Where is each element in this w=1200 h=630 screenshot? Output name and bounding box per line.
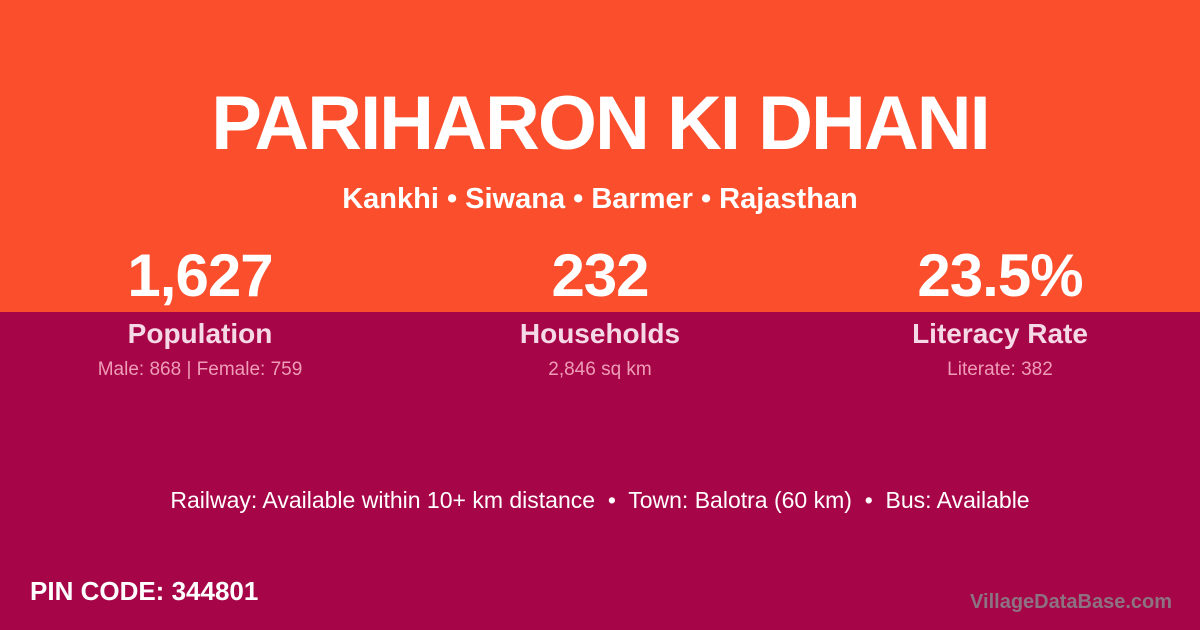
households-detail: 2,846 sq km — [548, 359, 652, 380]
literacy-detail: Literate: 382 — [947, 359, 1053, 380]
stat-literacy: 23.5% Literacy Rate Literate: 382 — [800, 246, 1200, 381]
literacy-label: Literacy Rate — [912, 318, 1088, 349]
location-breadcrumb: Kankhi • Siwana • Barmer • Rajasthan — [342, 183, 858, 215]
pin-code: PIN CODE: 344801 — [30, 576, 259, 606]
population-detail: Male: 868 | Female: 759 — [97, 359, 303, 380]
top-orange-band — [0, 0, 1200, 312]
village-title: PARIHARON KI DHANI — [211, 81, 990, 166]
stat-population: 1,627 Population Male: 868 | Female: 759 — [0, 246, 400, 381]
population-label: Population — [127, 318, 273, 349]
households-label: Households — [519, 318, 681, 349]
literacy-value: 23.5% — [917, 242, 1083, 309]
watermark-brand: VillageDataBase.com — [970, 591, 1172, 613]
population-value: 1,627 — [127, 242, 273, 309]
stats-row: 1,627 Population Male: 868 | Female: 759… — [0, 246, 1200, 381]
households-value: 232 — [551, 242, 649, 309]
transport-info-line: Railway: Available within 10+ km distanc… — [170, 487, 1030, 513]
stat-households: 232 Households 2,846 sq km — [400, 246, 800, 381]
